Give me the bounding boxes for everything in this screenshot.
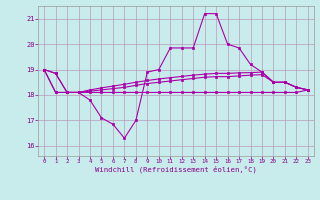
X-axis label: Windchill (Refroidissement éolien,°C): Windchill (Refroidissement éolien,°C) [95, 166, 257, 173]
